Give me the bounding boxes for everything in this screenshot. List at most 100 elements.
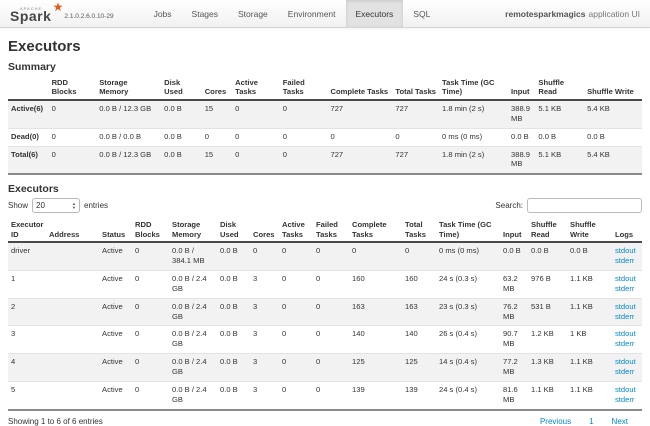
column-header[interactable]: Storage Memory <box>169 218 217 244</box>
table-cell: 163 <box>349 297 402 326</box>
table-cell: 0.0 B / 2.4 GB <box>169 325 217 354</box>
pagination-previous[interactable]: Previous <box>539 416 572 426</box>
table-row: Total(6) 0 0.0 B / 12.3 GB 0.0 B 15 0 0 727 727 1… <box>8 145 642 176</box>
application-suffix: application UI <box>588 8 640 19</box>
column-header[interactable]: Total Tasks <box>402 218 436 244</box>
executors-table: Executor ID Address Status RDD Blocks Storag… <box>8 218 642 411</box>
table-cell: 0 <box>313 353 349 382</box>
table-cell: 727 <box>392 145 440 176</box>
nav-item-executors[interactable]: Executors <box>345 0 404 27</box>
table-cell: 0 <box>313 297 349 326</box>
entries-select[interactable]: 20 ▲ ▼ <box>32 198 81 214</box>
column-header[interactable]: Executor ID <box>8 218 46 244</box>
stderr-link[interactable]: stderr <box>615 339 635 349</box>
table-cell: 0.0 B <box>500 241 528 271</box>
search-label: Search: <box>495 201 523 211</box>
table-cell: 0 ms (0 ms) <box>436 241 500 271</box>
table-cell: 0 <box>402 241 436 271</box>
table-cell: 26 s (0.4 s) <box>436 325 500 354</box>
table-cell: 81.6 MB <box>500 380 528 411</box>
table-cell: 5.1 KB <box>535 99 585 129</box>
table-cell <box>46 380 99 411</box>
summary-heading: Summary <box>8 61 56 73</box>
table-cell: 0 <box>279 353 313 382</box>
column-header[interactable]: Logs <box>612 218 642 244</box>
stdout-link[interactable]: stdout <box>615 301 636 311</box>
spark-wordmark: Spark <box>10 8 52 24</box>
pagination: Previous 1 Next <box>540 417 642 426</box>
table-cell: 5.4 KB <box>584 145 642 176</box>
stdout-link[interactable]: stdout <box>615 273 636 283</box>
table-cell: driver <box>8 241 46 271</box>
table-cell: 90.7 MB <box>500 325 528 354</box>
table-row: 2 Active 0 0.0 B / 2.4 GB 0.0 B 3 0 0 163 163 23 s… <box>8 297 642 326</box>
nav-item-storage[interactable]: Storage <box>238 8 268 19</box>
stderr-link[interactable]: stderr <box>615 311 635 321</box>
table-cell <box>46 325 99 354</box>
table-cell: 63.2 MB <box>500 269 528 299</box>
stderr-link[interactable]: stderr <box>615 283 635 293</box>
select-stepper-icon: ▲ ▼ <box>72 201 77 210</box>
column-header[interactable]: Disk Used <box>217 218 250 244</box>
pagination-next[interactable]: Next <box>611 416 628 426</box>
nav-item-jobs[interactable]: Jobs <box>153 8 172 19</box>
spark-logo[interactable]: APACHE Spark ★ 2.1.0.2.6.0.10-29 <box>10 0 114 27</box>
spark-star-icon: ★ <box>52 0 64 14</box>
stderr-link[interactable]: stderr <box>615 366 635 376</box>
search-input[interactable] <box>527 198 642 214</box>
column-header[interactable]: RDD Blocks <box>132 218 169 244</box>
table-cell: 0 <box>279 127 328 147</box>
nav-item-stages[interactable]: Stages <box>191 8 219 19</box>
table-cell <box>46 297 99 326</box>
table-cell: 0 <box>349 241 402 271</box>
column-header[interactable]: Input <box>500 218 528 244</box>
pagination-1[interactable]: 1 <box>589 416 594 426</box>
stderr-link[interactable]: stderr <box>615 394 635 404</box>
table-row: Active(6) 0 0.0 B / 12.3 GB 0.0 B 15 0 0 727 727… <box>8 99 642 129</box>
table-cell: 0.0 B / 2.4 GB <box>169 269 217 299</box>
table-cell: 0.0 B / 2.4 GB <box>169 297 217 326</box>
table-cell: 5.1 KB <box>535 145 585 176</box>
table-cell: 0 <box>279 145 328 176</box>
application-name: remotesparkmagics <box>505 8 586 19</box>
table-cell: Active <box>99 325 132 354</box>
top-navbar: APACHE Spark ★ 2.1.0.2.6.0.10-29 Jobs Sta… <box>0 0 650 28</box>
table-cell: 1.1 KB <box>567 380 612 411</box>
table-cell: 0.0 B <box>161 145 202 176</box>
column-header[interactable]: Shuffle Read <box>528 218 567 244</box>
column-header[interactable]: Status <box>99 218 132 244</box>
column-header[interactable]: Task Time (GC Time) <box>436 218 500 244</box>
column-header[interactable]: Failed Tasks <box>313 218 349 244</box>
show-entries-control: Show 20 ▲ ▼ entries <box>8 198 108 214</box>
stdout-link[interactable]: stdout <box>615 329 636 339</box>
table-cell <box>46 241 99 271</box>
apache-label: APACHE <box>20 6 43 11</box>
stdout-link[interactable]: stdout <box>615 246 636 256</box>
table-cell: Active <box>99 269 132 299</box>
table-cell: 0 <box>313 241 349 271</box>
table-cell: 0.0 B <box>567 241 612 271</box>
column-header[interactable]: Active Tasks <box>279 218 313 244</box>
stdout-link[interactable]: stdout <box>615 384 636 394</box>
stderr-link[interactable]: stderr <box>615 256 635 266</box>
table-cell: 3 <box>250 325 279 354</box>
stdout-link[interactable]: stdout <box>615 357 636 367</box>
table-cell: 0.0 B <box>217 297 250 326</box>
table-cell: Active <box>99 241 132 271</box>
column-header[interactable]: Complete Tasks <box>349 218 402 244</box>
column-header: Task Time (GC Time) <box>439 76 508 101</box>
column-header[interactable]: Shuffle Write <box>567 218 612 244</box>
nav-item-sql[interactable]: SQL <box>413 8 431 19</box>
table-cell: 140 <box>402 325 436 354</box>
nav-item-environment[interactable]: Environment <box>287 8 336 19</box>
column-header[interactable]: Address <box>46 218 99 244</box>
table-cell: 0 <box>327 127 393 147</box>
entries-info: Showing 1 to 6 of 6 entries <box>8 416 103 426</box>
table-cell: 0 <box>132 241 169 271</box>
logs-cell: stdout stderr <box>612 297 642 326</box>
column-header[interactable]: Cores <box>250 218 279 244</box>
table-cell: 1.1 KB <box>567 269 612 299</box>
show-label: Show <box>8 201 29 211</box>
